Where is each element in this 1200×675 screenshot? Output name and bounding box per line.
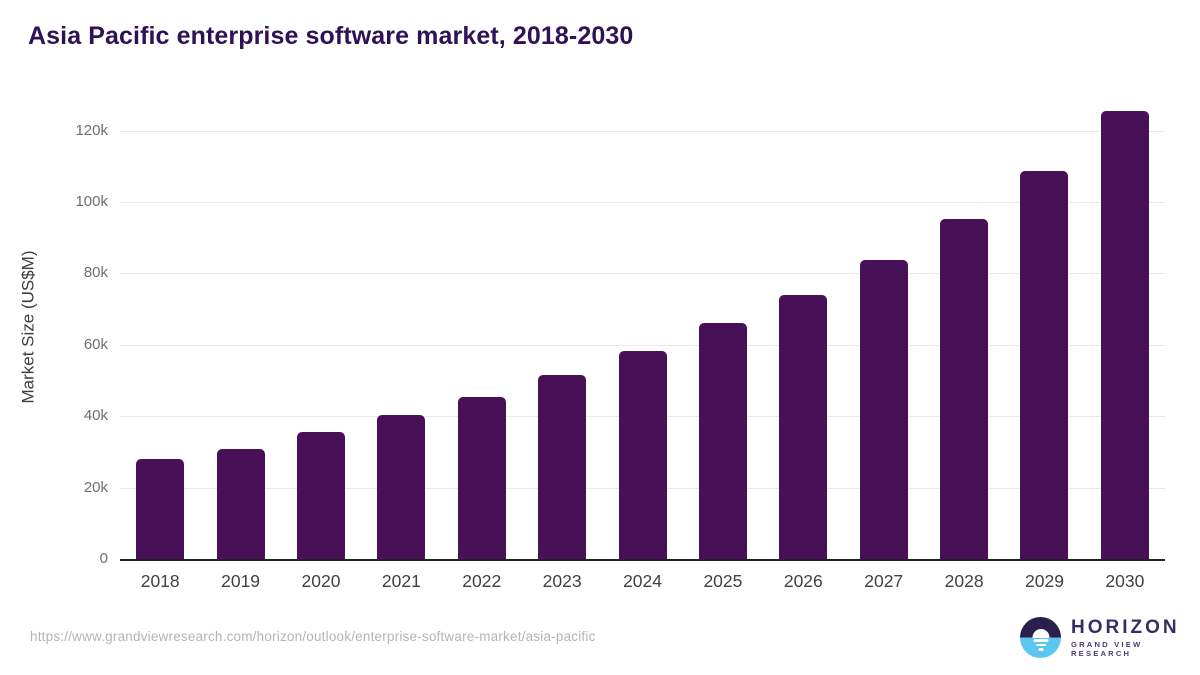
logo-name: HORIZON <box>1071 616 1180 638</box>
bar-2019[interactable] <box>216 448 265 559</box>
x-tick-label-2020: 2020 <box>301 571 341 591</box>
bar-series <box>120 95 1165 559</box>
chart-title: Asia Pacific enterprise software market,… <box>28 22 634 50</box>
x-tick-label-2024: 2024 <box>623 571 662 591</box>
bar-slot-2028 <box>924 95 1004 559</box>
x-axis-tick-labels: 2018 2019 2020 2021 2022 2023 2024 2025 2026 2027… <box>120 571 1165 592</box>
bar-2024[interactable] <box>618 350 667 559</box>
y-tick-label-40k: 40k <box>83 407 108 425</box>
bar-slot-2024 <box>602 95 682 559</box>
y-tick-label-100k: 100k <box>75 193 108 211</box>
source-url: https://www.grandviewresearch.com/horizo… <box>30 629 596 644</box>
y-tick-label-60k: 60k <box>83 335 108 353</box>
bar-slot-2019 <box>200 95 280 559</box>
bar-2020[interactable] <box>296 431 345 559</box>
x-tick-label-2029: 2029 <box>1025 571 1064 591</box>
bar-2029[interactable] <box>1020 170 1069 559</box>
sun-icon <box>1032 628 1049 638</box>
x-tick-label-2023: 2023 <box>542 571 582 591</box>
horizon-sun-icon <box>1020 617 1061 658</box>
bar-2028[interactable] <box>940 218 989 559</box>
bar-2023[interactable] <box>538 374 587 559</box>
gridline-80k <box>120 273 1165 275</box>
bar-2021[interactable] <box>377 414 426 559</box>
gridline-120k <box>120 130 1165 132</box>
y-tick-label-0: 0 <box>99 550 108 567</box>
y-tick-label-120k: 120k <box>75 121 108 139</box>
bar-2018[interactable] <box>136 459 185 559</box>
bar-slot-2027 <box>844 95 924 559</box>
x-tick-label-2019: 2019 <box>221 571 261 591</box>
bar-2022[interactable] <box>457 396 506 559</box>
bar-slot-2022 <box>442 95 522 559</box>
sun-reflection-line <box>1035 643 1046 647</box>
x-tick-label-2021: 2021 <box>381 571 421 591</box>
bar-2026[interactable] <box>779 294 828 559</box>
x-tick-label-2030: 2030 <box>1105 571 1145 591</box>
x-tick-label-2018: 2018 <box>140 571 180 591</box>
gridline-100k <box>120 202 1165 204</box>
x-tick-label-2028: 2028 <box>944 571 984 591</box>
x-tick-label-2022: 2022 <box>462 571 502 591</box>
sun-reflection-line <box>1038 648 1043 651</box>
bar-slot-2018 <box>120 95 200 559</box>
logo-tagline: GRAND VIEW RESEARCH <box>1071 639 1143 658</box>
sun-reflection-line <box>1033 639 1048 642</box>
horizon-logo: HORIZON GRAND VIEW RESEARCH <box>1020 617 1200 658</box>
bar-2025[interactable] <box>698 323 747 559</box>
bar-slot-2029 <box>1004 95 1084 559</box>
x-tick-label-2025: 2025 <box>703 571 743 591</box>
y-tick-label-80k: 80k <box>83 264 108 282</box>
bar-slot-2025 <box>683 95 763 559</box>
bar-slot-2023 <box>522 95 602 559</box>
x-tick-label-2026: 2026 <box>783 571 823 591</box>
bar-2030[interactable] <box>1100 111 1149 559</box>
x-tick-label-2027: 2027 <box>864 571 904 591</box>
bar-slot-2021 <box>361 95 441 559</box>
y-tick-label-20k: 20k <box>83 478 108 496</box>
bar-2027[interactable] <box>859 259 908 559</box>
y-axis-tick-labels: 0 20k 40k 60k 80k 100k 120k <box>28 95 108 567</box>
plot-area: 0 20k 40k 60k 80k 100k 120k 2018 2019 2020 2021 20… <box>75 95 1165 591</box>
logo-text: HORIZON GRAND VIEW RESEARCH <box>1071 616 1200 658</box>
bar-slot-2020 <box>281 95 361 559</box>
gridline-60k <box>120 344 1165 346</box>
bar-slot-2026 <box>763 95 843 559</box>
bar-slot-2030 <box>1085 95 1165 559</box>
